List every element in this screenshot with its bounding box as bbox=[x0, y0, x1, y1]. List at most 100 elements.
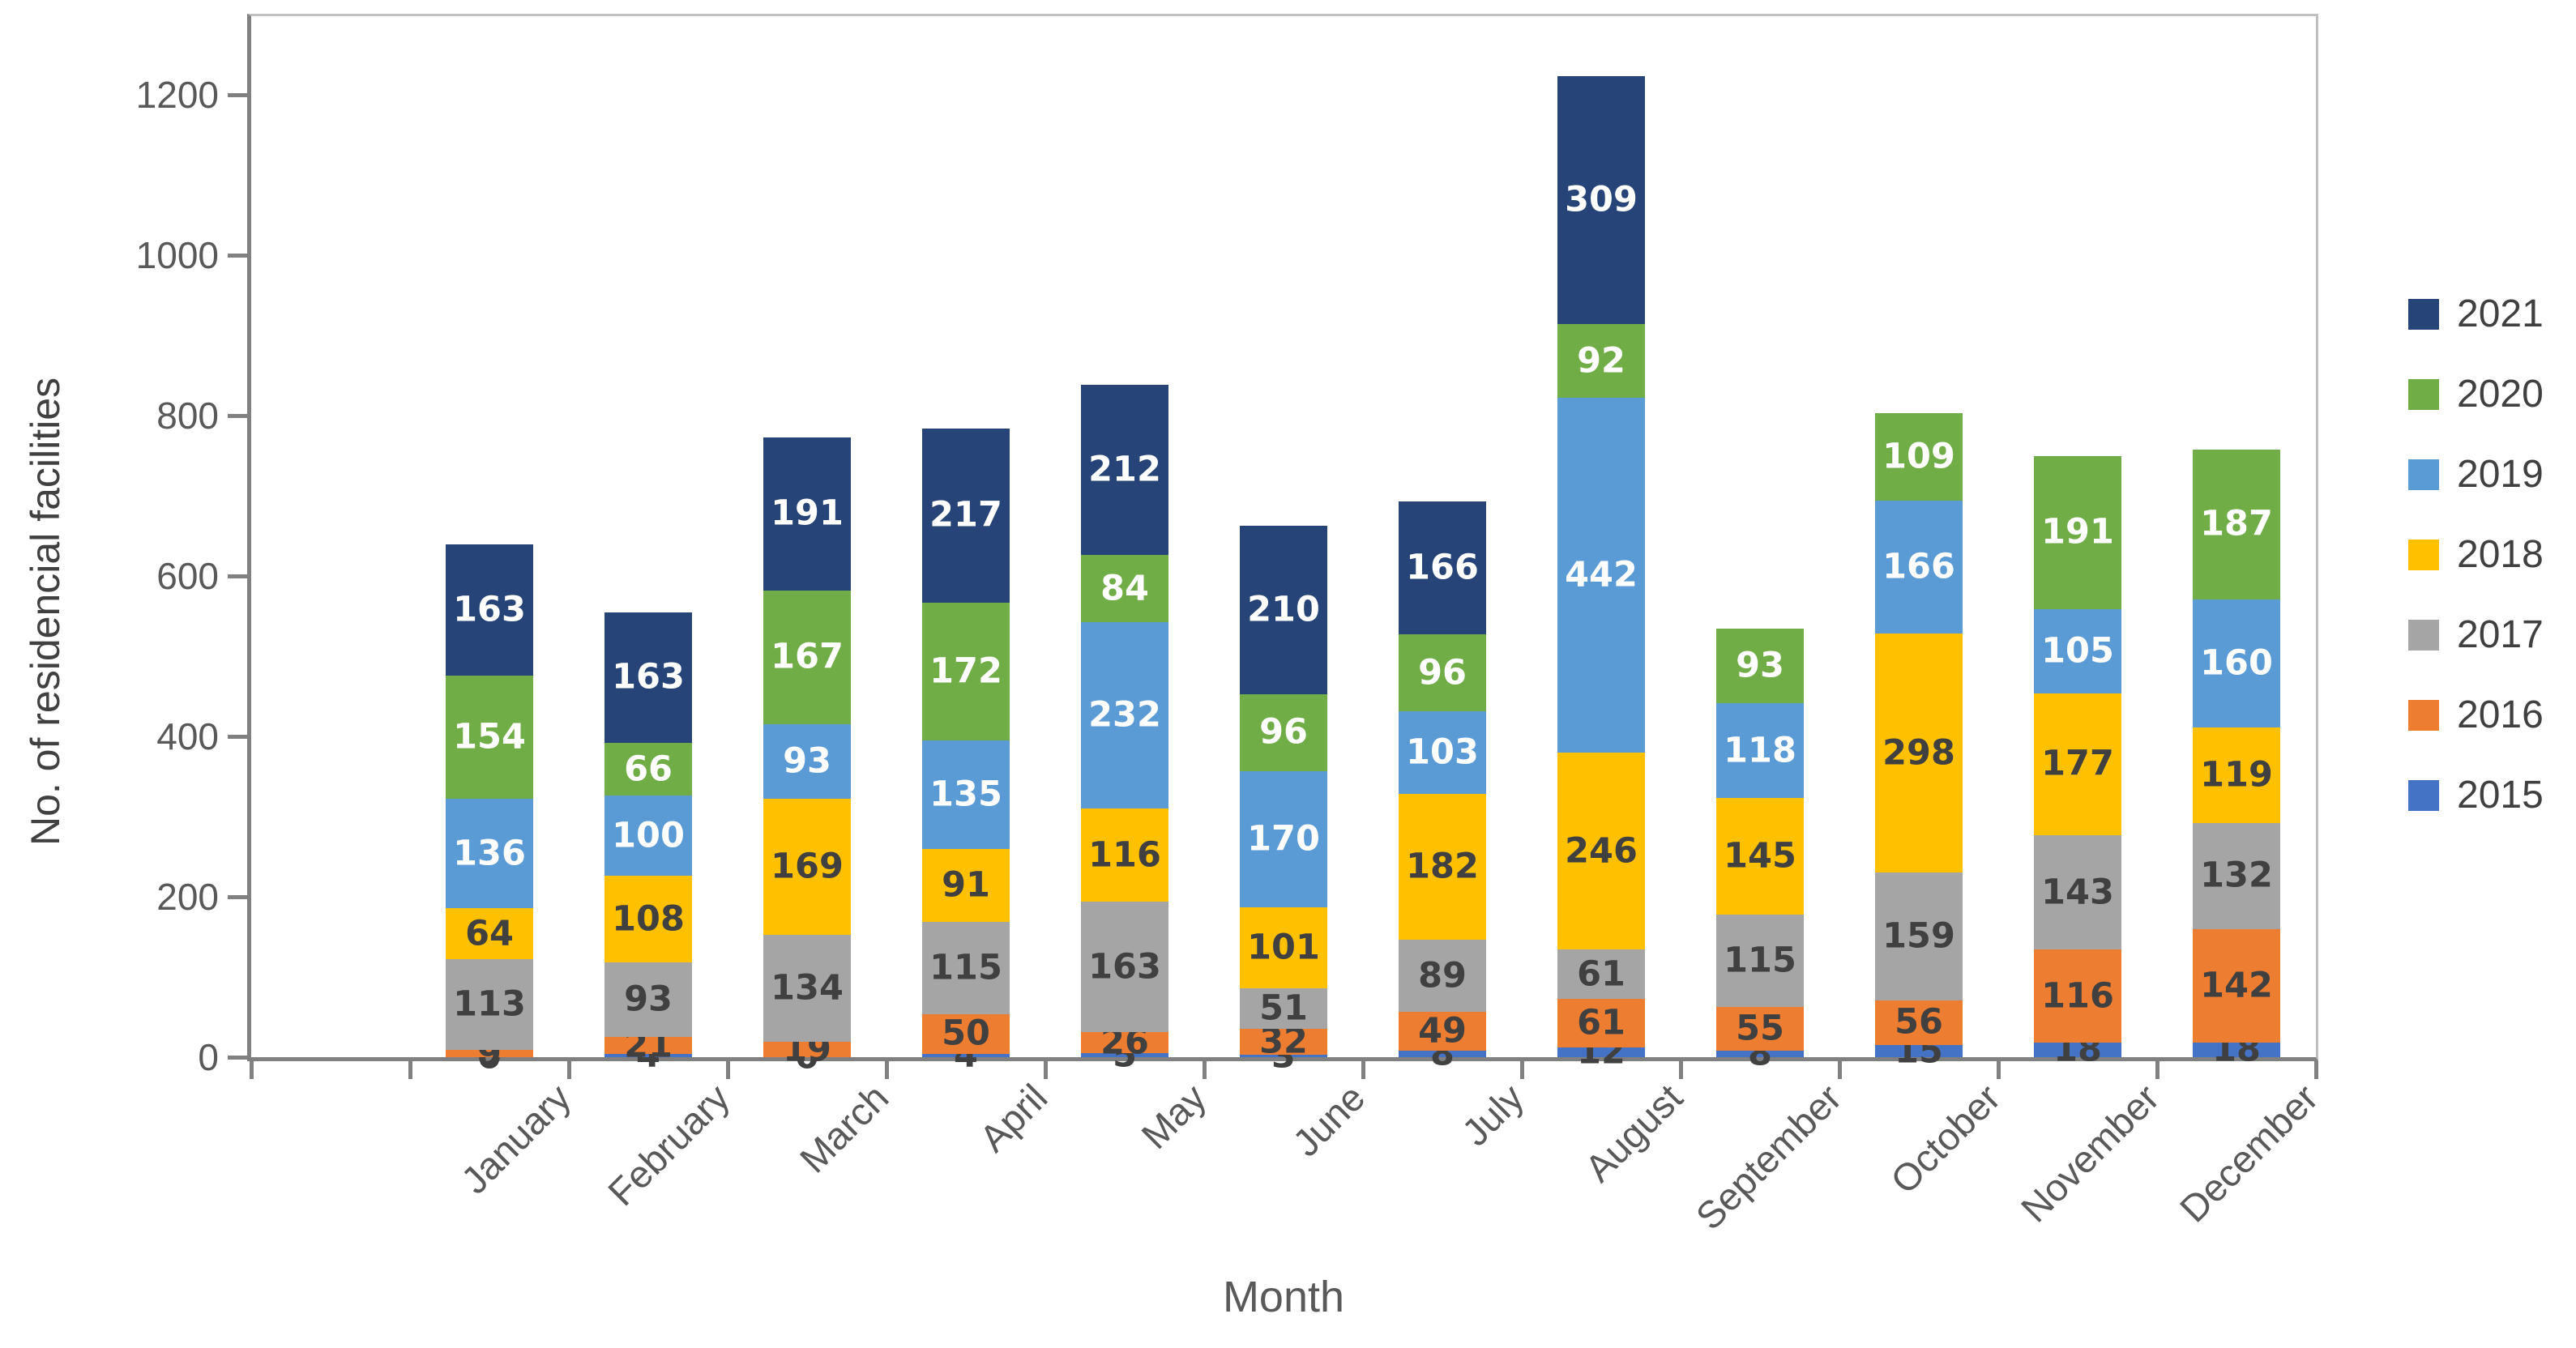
bar-segment-2020 bbox=[1399, 634, 1486, 712]
bar-value-label: 118 bbox=[1724, 730, 1796, 771]
bar-segment-2018 bbox=[2034, 693, 2121, 835]
bar-segment-2016 bbox=[1716, 1006, 1804, 1052]
x-axis-category-label: January bbox=[452, 1075, 579, 1202]
legend-swatch bbox=[2408, 780, 2439, 811]
bar-value-label: 108 bbox=[612, 898, 685, 940]
bar-segment-2019 bbox=[2193, 599, 2280, 728]
bar-segment-2016 bbox=[922, 1013, 1010, 1055]
bar-segment-2016 bbox=[763, 1042, 851, 1057]
bar-value-label: 116 bbox=[2041, 975, 2114, 1017]
bar-segment-2021 bbox=[1240, 525, 1327, 694]
bar-segment-2018 bbox=[1875, 633, 1963, 873]
bar-segment-2019 bbox=[2034, 608, 2121, 693]
bar-value-label: 166 bbox=[1406, 547, 1479, 588]
bar-segment-2016 bbox=[1240, 1029, 1327, 1056]
legend-swatch bbox=[2408, 379, 2439, 410]
bar-segment-2019 bbox=[763, 724, 851, 800]
bar-value-label: 96 bbox=[1418, 652, 1467, 693]
bar-value-label: 212 bbox=[1088, 449, 1161, 490]
bar-segment-2017 bbox=[1557, 949, 1645, 999]
bar-segment-2020 bbox=[446, 675, 533, 800]
bar-value-label: 93 bbox=[783, 740, 831, 782]
bar-value-label: 93 bbox=[624, 979, 673, 1020]
bar-segment-2019 bbox=[922, 740, 1010, 849]
bar-segment-2020 bbox=[2034, 455, 2121, 609]
x-axis-title: Month bbox=[1222, 1273, 1345, 1321]
y-axis-tick-label: 600 bbox=[156, 555, 219, 597]
x-axis-tick bbox=[1361, 1061, 1365, 1079]
x-axis-category-label: February bbox=[599, 1075, 738, 1214]
bar-value-label: 115 bbox=[1724, 940, 1796, 981]
bar-value-label: 116 bbox=[1088, 834, 1161, 876]
x-axis-tick bbox=[408, 1061, 412, 1079]
x-axis-tick bbox=[885, 1061, 889, 1079]
bar-segment-2018 bbox=[604, 876, 692, 963]
bar-value-label: 66 bbox=[624, 749, 673, 790]
legend-label: 2020 bbox=[2457, 373, 2544, 416]
legend-label: 2018 bbox=[2457, 533, 2544, 576]
y-axis-tick bbox=[228, 574, 249, 578]
legend-item: 2021 bbox=[2408, 290, 2544, 339]
bar-value-label: 170 bbox=[1247, 818, 1320, 860]
bar-segment-2015 bbox=[1716, 1051, 1804, 1057]
bar-segment-2016 bbox=[2193, 928, 2280, 1043]
y-axis-tick bbox=[228, 1056, 249, 1060]
bar-value-label: 51 bbox=[1259, 988, 1308, 1029]
x-axis-tick bbox=[2314, 1061, 2318, 1079]
bar-segment-2021 bbox=[922, 428, 1010, 603]
bar-value-label: 187 bbox=[2200, 503, 2273, 544]
bar-segment-2017 bbox=[1875, 872, 1963, 1000]
bar-value-label: 89 bbox=[1418, 955, 1467, 996]
bar-value-label: 172 bbox=[929, 651, 1002, 692]
x-axis-tick bbox=[1679, 1061, 1683, 1079]
bar-segment-2019 bbox=[1716, 703, 1804, 799]
bar-segment-2019 bbox=[1875, 500, 1963, 634]
x-axis-category-label: August bbox=[1576, 1075, 1691, 1190]
bar-segment-2017 bbox=[1240, 988, 1327, 1030]
legend-swatch bbox=[2408, 540, 2439, 570]
bar-segment-2015 bbox=[2193, 1043, 2280, 1057]
bar-value-label: 191 bbox=[2041, 511, 2114, 552]
legend-swatch bbox=[2408, 459, 2439, 490]
bar-segment-2016 bbox=[1875, 1000, 1963, 1046]
y-axis-tick bbox=[228, 895, 249, 899]
bar-segment-2015 bbox=[1081, 1053, 1168, 1057]
bar-segment-2020 bbox=[1557, 324, 1645, 399]
bar-segment-2019 bbox=[1399, 711, 1486, 795]
legend-label: 2016 bbox=[2457, 693, 2544, 736]
bar-value-label: 96 bbox=[1259, 711, 1308, 753]
bar-segment-2019 bbox=[1240, 770, 1327, 907]
bar-segment-2018 bbox=[2193, 727, 2280, 823]
x-axis-tick bbox=[2155, 1061, 2159, 1079]
x-axis-category-label: May bbox=[1133, 1075, 1215, 1158]
bar-segment-2016 bbox=[1081, 1032, 1168, 1054]
y-axis-tick bbox=[228, 254, 249, 258]
bar-value-label: 50 bbox=[942, 1013, 990, 1054]
bar-segment-2015 bbox=[922, 1054, 1010, 1057]
bar-value-label: 145 bbox=[1724, 835, 1796, 877]
bar-value-label: 142 bbox=[2200, 965, 2273, 1006]
bar-segment-2018 bbox=[1081, 808, 1168, 902]
bar-segment-2017 bbox=[2193, 822, 2280, 929]
bar-value-label: 92 bbox=[1577, 340, 1625, 382]
bar-segment-2016 bbox=[2034, 949, 2121, 1043]
y-axis-tick-label: 0 bbox=[198, 1036, 219, 1078]
bar-value-label: 309 bbox=[1565, 179, 1638, 220]
x-axis-category-label: June bbox=[1284, 1075, 1373, 1165]
bar-segment-2019 bbox=[1557, 398, 1645, 753]
y-axis-tick-label: 1200 bbox=[135, 74, 219, 116]
bar-value-label: 32 bbox=[1259, 1021, 1308, 1062]
bar-value-label: 64 bbox=[465, 913, 514, 954]
bar-segment-2020 bbox=[1875, 413, 1963, 501]
bar-segment-2021 bbox=[763, 437, 851, 591]
bar-value-label: 109 bbox=[1882, 436, 1955, 477]
bar-segment-2017 bbox=[922, 921, 1010, 1014]
y-axis-tick-label: 200 bbox=[156, 876, 219, 918]
y-axis-tick bbox=[228, 414, 249, 418]
bar-value-label: 166 bbox=[1882, 546, 1955, 587]
bar-value-label: 182 bbox=[1406, 846, 1479, 887]
bar-segment-2018 bbox=[1399, 794, 1486, 941]
bar-value-label: 160 bbox=[2200, 642, 2273, 684]
bar-segment-2016 bbox=[1557, 998, 1645, 1048]
